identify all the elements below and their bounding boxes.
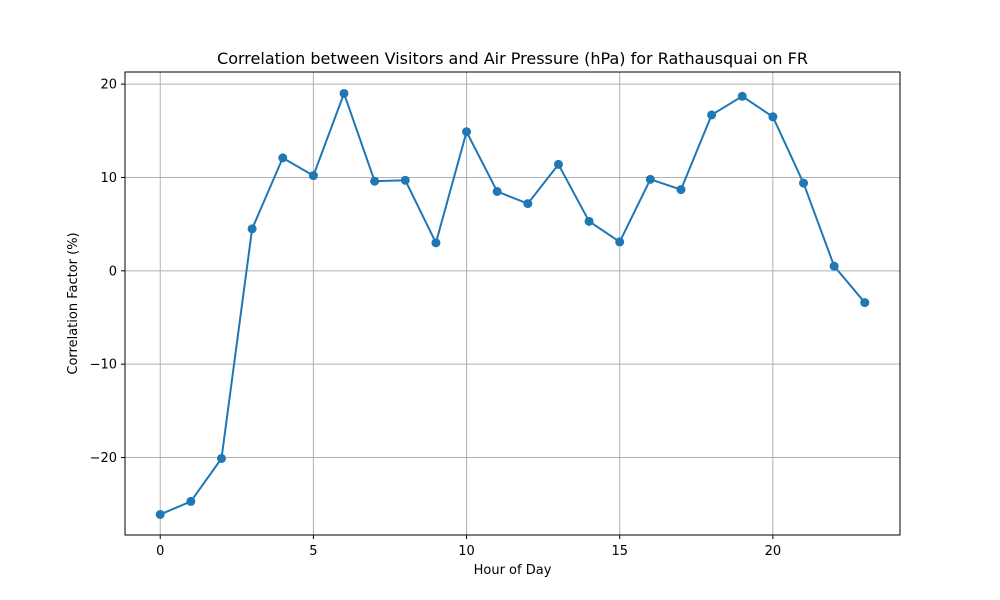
data-point bbox=[829, 261, 839, 271]
tick-layer: 0 5 10 15 20 −20 −10 0 10 20 bbox=[90, 78, 782, 559]
y-tick-label: −20 bbox=[90, 451, 117, 466]
x-tick-label: 10 bbox=[458, 544, 475, 559]
data-point bbox=[523, 199, 533, 209]
data-point bbox=[339, 88, 349, 98]
data-point bbox=[553, 159, 563, 169]
data-point bbox=[584, 216, 594, 226]
data-point bbox=[768, 112, 778, 122]
series-line bbox=[159, 90, 866, 516]
grid-layer bbox=[125, 72, 900, 535]
x-tick-label: 15 bbox=[611, 544, 628, 559]
y-tick-label: 10 bbox=[100, 171, 117, 186]
data-point bbox=[431, 238, 441, 248]
data-point bbox=[737, 91, 747, 101]
data-point bbox=[400, 175, 410, 185]
data-point bbox=[308, 171, 318, 181]
y-axis-label: Correlation Factor (%) bbox=[66, 232, 81, 374]
data-point bbox=[645, 174, 655, 184]
y-tick-label: −10 bbox=[90, 358, 117, 373]
data-point bbox=[278, 153, 288, 163]
data-point bbox=[155, 509, 165, 519]
data-point bbox=[247, 224, 257, 234]
data-point bbox=[615, 237, 625, 247]
chart-title: Correlation between Visitors and Air Pre… bbox=[217, 49, 808, 68]
data-point bbox=[370, 176, 380, 186]
series-layer bbox=[155, 88, 870, 519]
y-tick-label: 20 bbox=[100, 78, 117, 93]
y-tick-label: 0 bbox=[109, 264, 117, 279]
x-tick-label: 0 bbox=[156, 544, 164, 559]
x-tick-label: 5 bbox=[309, 544, 317, 559]
data-point bbox=[216, 453, 226, 463]
data-point bbox=[860, 298, 870, 308]
data-point bbox=[462, 127, 472, 137]
x-tick-label: 20 bbox=[765, 544, 782, 559]
x-axis-label: Hour of Day bbox=[474, 563, 552, 578]
data-point bbox=[186, 496, 196, 506]
data-point bbox=[799, 178, 809, 188]
data-point bbox=[492, 186, 502, 196]
plot-frame bbox=[124, 71, 901, 536]
data-point bbox=[707, 110, 717, 120]
data-point bbox=[676, 185, 686, 195]
